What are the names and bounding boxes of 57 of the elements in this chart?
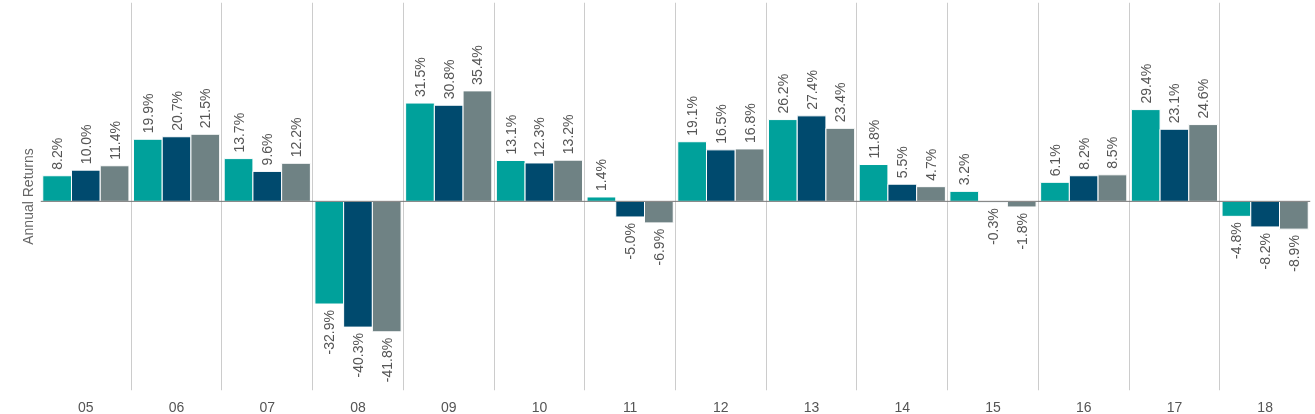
x-tick-label: 07 bbox=[259, 398, 276, 414]
data-label: -8.9% bbox=[1285, 235, 1302, 272]
data-label: -1.8% bbox=[1013, 212, 1030, 250]
data-label: 8.2% bbox=[49, 137, 66, 170]
data-label: 35.4% bbox=[469, 45, 486, 85]
data-label: 8.5% bbox=[1104, 136, 1121, 169]
x-tick-label: 16 bbox=[1075, 398, 1092, 414]
x-tick-label: 17 bbox=[1166, 398, 1183, 414]
data-label: 3.2% bbox=[956, 153, 973, 186]
data-label: -6.9% bbox=[650, 228, 667, 266]
data-label: 29.4% bbox=[1137, 63, 1154, 104]
x-tick-label: 06 bbox=[168, 398, 185, 414]
data-label: 16.5% bbox=[712, 104, 729, 144]
x-tick-label: 05 bbox=[78, 398, 94, 414]
data-label: 12.3% bbox=[531, 117, 548, 157]
data-label: 10.0% bbox=[77, 124, 94, 165]
data-label: 6.1% bbox=[1046, 144, 1063, 177]
data-label: 11.8% bbox=[865, 119, 882, 159]
data-label: 23.4% bbox=[832, 82, 849, 123]
data-label: 4.7% bbox=[923, 148, 940, 181]
x-tick-label: 15 bbox=[985, 398, 1001, 414]
data-label: 12.2% bbox=[288, 117, 305, 158]
data-label: 19.1% bbox=[684, 96, 701, 136]
data-label: 1.4% bbox=[593, 159, 610, 191]
data-label: 20.7% bbox=[168, 91, 185, 131]
data-label: 21.5% bbox=[197, 88, 214, 129]
data-label: 27.4% bbox=[803, 70, 820, 110]
data-label: 11.4% bbox=[106, 121, 123, 160]
x-tick-label: 08 bbox=[350, 398, 366, 414]
x-tick-label: 13 bbox=[803, 398, 820, 414]
data-label: -5.0% bbox=[622, 222, 639, 260]
data-label: 19.9% bbox=[139, 93, 156, 134]
data-label: 8.2% bbox=[1075, 137, 1092, 170]
data-label: -8.2% bbox=[1257, 232, 1274, 270]
data-label: 13.1% bbox=[502, 114, 519, 155]
data-label: 30.8% bbox=[440, 59, 457, 100]
x-tick-label: 18 bbox=[1257, 398, 1274, 414]
data-label: 13.2% bbox=[560, 114, 577, 155]
data-label: 9.6% bbox=[259, 133, 276, 166]
data-label: 13.7% bbox=[230, 112, 247, 153]
data-label: 31.5% bbox=[411, 57, 428, 98]
data-label: -32.9% bbox=[321, 310, 338, 355]
data-label: 24.6% bbox=[1195, 78, 1212, 119]
x-tick-label: 10 bbox=[531, 398, 548, 414]
data-label: 16.8% bbox=[741, 103, 758, 143]
data-label: -0.3% bbox=[985, 208, 1001, 245]
y-axis-title: Annual Returns bbox=[19, 148, 36, 245]
x-tick-label: 12 bbox=[713, 398, 729, 414]
data-label: -41.8% bbox=[378, 337, 395, 383]
data-label: 23.1% bbox=[1166, 83, 1183, 124]
data-label: 5.5% bbox=[894, 146, 911, 179]
x-tick-label: 11 bbox=[622, 398, 638, 414]
x-tick-label: 14 bbox=[894, 398, 911, 414]
data-label: -40.3% bbox=[350, 333, 366, 378]
data-label: -4.8% bbox=[1228, 222, 1245, 259]
x-tick-label: 09 bbox=[440, 398, 457, 414]
data-label: 26.2% bbox=[774, 73, 791, 114]
